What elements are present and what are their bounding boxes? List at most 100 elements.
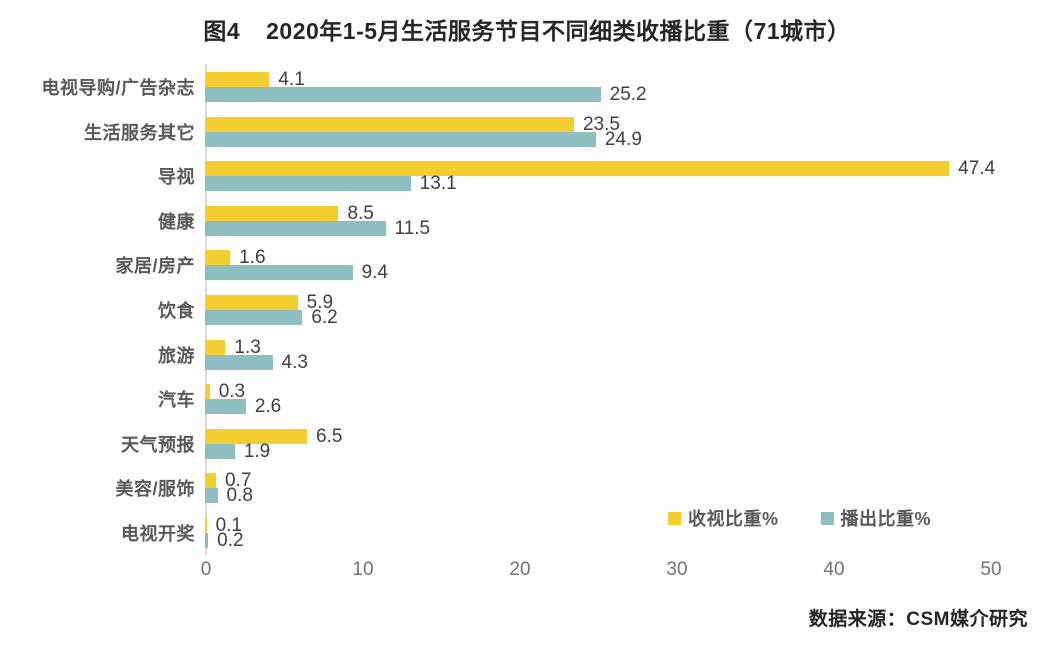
bar-row: 11.5 — [205, 217, 1035, 239]
value-label: 24.9 — [604, 128, 642, 150]
bar-row: 8.5 — [205, 202, 1035, 224]
bar-pair: 1.3 4.3 — [205, 336, 1035, 373]
legend: 收视比重% 播出比重% — [668, 505, 931, 531]
bar-group: 生活服务其它 23.5 24.9 — [10, 110, 1044, 155]
bar-row: 6.2 — [205, 307, 1035, 328]
broadcast-share-bar — [205, 488, 218, 504]
value-label: 13.1 — [419, 173, 457, 195]
bar-pair: 5.9 6.2 — [205, 292, 1035, 328]
value-label: 2.6 — [254, 396, 282, 418]
bar-row: 4.3 — [205, 351, 1035, 373]
bar-row: 0.8 — [205, 485, 1035, 507]
bar-group: 电视导购/广告杂志 4.1 25.2 — [10, 65, 1044, 110]
bar-row: 5.9 — [205, 292, 1035, 313]
viewing-share-bar — [205, 250, 231, 266]
bar-group: 导视 47.4 13.1 — [10, 154, 1044, 199]
bar-row: 1.9 — [205, 440, 1035, 462]
broadcast-share-bar — [205, 310, 303, 325]
bar-pair: 8.5 11.5 — [205, 202, 1035, 239]
viewing-share-swatch-icon — [668, 511, 681, 525]
broadcast-share-bar — [205, 87, 601, 103]
category-label: 电视开奖 — [121, 523, 195, 544]
category-label: 健康 — [158, 211, 195, 232]
bar-pair: 23.5 24.9 — [205, 115, 1035, 150]
broadcast-share-swatch-icon — [820, 511, 834, 525]
bar-row: 0.2 — [205, 529, 1035, 551]
viewing-share-bar — [205, 205, 339, 221]
category-label: 美容/服饰 — [115, 479, 195, 500]
viewing-share-bar — [205, 517, 207, 533]
bar-row: 1.3 — [205, 336, 1035, 358]
source-note: 数据来源：CSM媒介研究 — [808, 609, 1028, 630]
value-label: 1.9 — [243, 440, 271, 462]
category-label: 导视 — [158, 167, 195, 188]
bar-group: 电视开奖 0.1 0.2 — [10, 510, 1044, 555]
bar-row: 24.9 — [205, 128, 1035, 150]
bar-group: 旅游 1.3 4.3 — [10, 332, 1044, 377]
bar-row: 13.1 — [205, 173, 1035, 195]
broadcast-share-bar — [205, 176, 411, 192]
bar-row: 1.6 — [205, 247, 1035, 269]
legend-item-broadcast: 播出比重% — [820, 505, 932, 531]
bar-group: 天气预报 6.5 1.9 — [10, 421, 1044, 466]
broadcast-share-bar — [205, 399, 246, 415]
bar-pair: 0.1 0.2 — [205, 514, 1035, 551]
legend-label-broadcast: 播出比重% — [840, 509, 932, 529]
bar-groups-container: 电视导购/广告杂志 4.1 25.2 生活服务其它 23.5 24.9 导视 47.4 13.1… — [10, 65, 1044, 555]
value-label: 9.4 — [361, 262, 388, 284]
broadcast-share-bar — [205, 220, 386, 236]
bar-group: 健康 8.5 11.5 — [10, 199, 1044, 244]
category-label: 旅游 — [158, 345, 195, 366]
x-axis-tick-label: 50 — [980, 559, 1002, 580]
value-label: 11.5 — [394, 217, 431, 239]
bar-row: 9.4 — [205, 262, 1035, 284]
viewing-share-bar — [205, 116, 574, 132]
bar-pair: 4.1 25.2 — [205, 69, 1035, 106]
bar-row: 0.7 — [205, 471, 1035, 490]
value-label: 0.8 — [226, 485, 253, 507]
value-label: 0.3 — [218, 381, 246, 403]
x-axis-tick-label: 40 — [823, 559, 845, 580]
legend-item-viewing: 收视比重% — [668, 505, 779, 531]
value-label: 5.9 — [306, 292, 334, 313]
category-label: 生活服务其它 — [84, 122, 195, 143]
bar-pair: 47.4 13.1 — [205, 158, 1035, 195]
x-axis-tick-label: 0 — [200, 559, 212, 580]
bar-pair: 0.7 0.8 — [205, 471, 1035, 507]
value-label: 0.2 — [217, 529, 244, 551]
value-label: 47.4 — [958, 158, 996, 180]
bar-row: 25.2 — [205, 84, 1035, 106]
value-label: 0.1 — [215, 514, 242, 536]
category-label: 汽车 — [158, 390, 195, 411]
broadcast-share-bar — [205, 354, 273, 370]
legend-label-viewing: 收视比重% — [688, 509, 779, 529]
value-label: 25.2 — [609, 84, 647, 106]
value-label: 6.5 — [316, 425, 343, 447]
value-label: 6.2 — [311, 307, 338, 328]
value-label: 4.1 — [278, 69, 305, 91]
value-label: 8.5 — [347, 202, 374, 224]
category-label: 电视导购/广告杂志 — [41, 78, 195, 99]
x-axis-tick-label: 20 — [509, 559, 531, 580]
bar-row: 23.5 — [205, 115, 1035, 134]
chart-title: 图4 2020年1-5月生活服务节目不同细类收播比重（71城市） — [0, 12, 1054, 46]
value-label: 1.3 — [234, 336, 261, 358]
broadcast-share-bar — [205, 131, 596, 147]
broadcast-share-bar — [205, 265, 353, 281]
viewing-share-bar — [205, 72, 270, 88]
bar-group: 美容/服饰 0.7 0.8 — [10, 466, 1044, 511]
bar-row: 0.1 — [205, 514, 1035, 536]
x-axis-tick-label: 10 — [352, 559, 374, 580]
category-label: 家居/房产 — [115, 256, 195, 277]
viewing-share-bar — [205, 161, 950, 177]
category-label: 天气预报 — [121, 434, 195, 455]
bar-group: 家居/房产 1.6 9.4 — [10, 243, 1044, 288]
bar-row: 47.4 — [205, 158, 1035, 180]
value-label: 4.3 — [281, 351, 308, 373]
bar-group: 汽车 0.3 2.6 — [10, 377, 1044, 422]
viewing-share-bar — [205, 473, 216, 489]
figure-label: 图4 — [203, 18, 241, 44]
viewing-share-bar — [205, 339, 226, 355]
value-label: 1.6 — [239, 247, 266, 269]
viewing-share-bar — [205, 428, 308, 444]
